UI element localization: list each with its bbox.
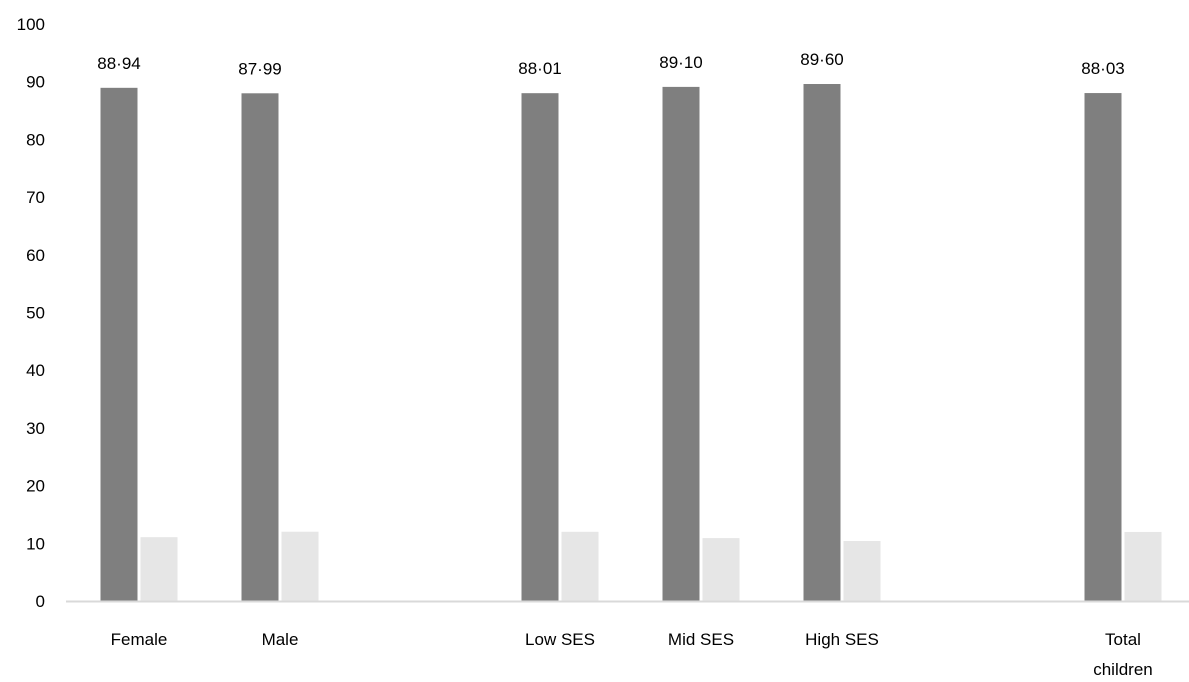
data-label: 88·01	[518, 59, 561, 78]
bar-series-2	[561, 531, 599, 601]
category-label: High SES	[805, 630, 879, 649]
y-tick-label: 10	[26, 534, 45, 553]
category-label: Mid SES	[668, 630, 734, 649]
y-tick-label: 0	[36, 592, 45, 611]
y-tick-label: 50	[26, 304, 45, 323]
y-tick-label: 40	[26, 361, 45, 380]
category-label: Female	[111, 630, 168, 649]
y-tick-label: 20	[26, 477, 45, 496]
bar-series-1	[803, 84, 841, 602]
bar-series-1	[662, 86, 700, 601]
data-labels: 88·94 87·99 88·01 89·10 89·60 88·03	[97, 50, 1124, 78]
bars	[100, 84, 1162, 602]
category-labels: Female Male Low SES Mid SES High SES Total chi…	[111, 630, 1153, 679]
data-label: 87·99	[238, 59, 281, 78]
y-tick-label: 60	[26, 246, 45, 265]
bar-series-2	[1124, 531, 1162, 601]
y-tick-label: 80	[26, 130, 45, 149]
bar-series-2	[140, 537, 178, 601]
bar-series-2	[843, 540, 881, 601]
bar-series-1	[100, 87, 138, 601]
bar-series-1	[1084, 93, 1122, 602]
category-label: Low SES	[525, 630, 595, 649]
bar-series-2	[281, 531, 319, 601]
bar-series-2	[702, 538, 740, 601]
y-tick-label: 90	[26, 73, 45, 92]
category-label: children	[1093, 660, 1153, 679]
data-label: 89·10	[659, 53, 702, 72]
category-label: Male	[262, 630, 299, 649]
bar-series-1	[521, 93, 559, 601]
data-label: 89·60	[800, 50, 843, 69]
y-tick-label: 70	[26, 188, 45, 207]
category-label: Total	[1105, 630, 1141, 649]
bar-series-1	[241, 93, 279, 601]
y-tick-label: 30	[26, 419, 45, 438]
y-axis-ticks: 0 10 20 30 40 50 60 70 80 90 100	[17, 15, 45, 611]
data-label: 88·03	[1081, 59, 1124, 78]
y-tick-label: 100	[17, 15, 45, 34]
data-label: 88·94	[97, 54, 140, 73]
